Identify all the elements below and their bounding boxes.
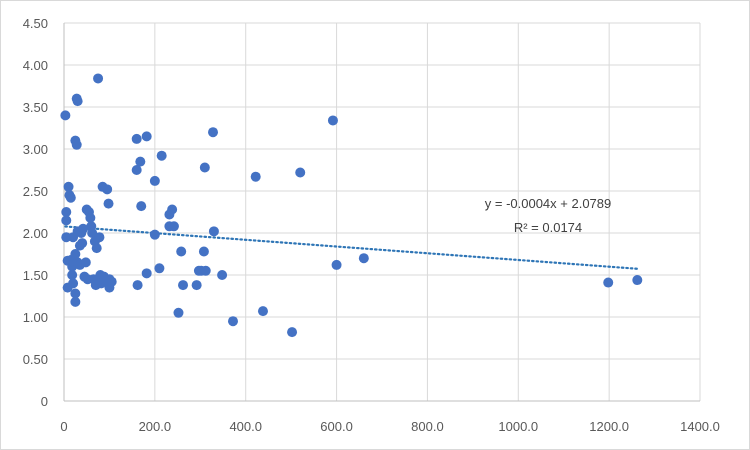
x-tick-labels: 0 200.0 400.0 600.0 800.0 1000.0 1200.0 1400.0: [60, 419, 720, 434]
data-point: [60, 110, 71, 121]
data-point: [141, 131, 152, 142]
data-point: [61, 215, 72, 226]
data-point: [91, 243, 102, 254]
x-tick-label: 800.0: [411, 419, 444, 434]
trendline-layer: [64, 225, 639, 270]
data-point: [65, 192, 76, 203]
data-point: [149, 175, 160, 186]
data-point: [68, 278, 79, 289]
data-point: [141, 268, 152, 279]
y-tick-labels: 0 0.50 1.00 1.50 2.00 2.50 3.00 3.50 4.00 4.50: [23, 16, 48, 409]
x-tick-label: 600.0: [320, 419, 353, 434]
axes: [63, 23, 700, 402]
data-point: [295, 167, 306, 178]
x-tick-label: 1400.0: [680, 419, 720, 434]
data-point: [87, 228, 98, 238]
points-layer: [60, 73, 643, 338]
y-tick-label: 3.00: [23, 142, 48, 157]
data-point: [70, 288, 81, 299]
data-point: [632, 275, 643, 286]
data-point: [198, 246, 209, 257]
y-tick-label: 2.00: [23, 226, 48, 241]
trendline: [64, 225, 639, 270]
data-point: [287, 327, 298, 338]
data-point: [63, 181, 74, 192]
data-point: [93, 73, 104, 84]
data-point: [173, 307, 184, 318]
data-point: [250, 171, 261, 182]
data-point: [136, 201, 147, 212]
x-tick-label: 200.0: [139, 419, 172, 434]
y-tick-label: 1.50: [23, 268, 48, 283]
data-point: [85, 212, 96, 223]
data-point: [70, 296, 81, 307]
trendline-equation: y = -0.0004x + 2.0789: [485, 196, 611, 211]
data-point: [176, 246, 187, 257]
data-point: [200, 265, 211, 276]
data-point: [67, 270, 78, 280]
data-point: [257, 306, 268, 317]
y-tick-label: 3.50: [23, 100, 48, 115]
x-tick-label: 1000.0: [498, 419, 538, 434]
data-point: [80, 257, 91, 268]
data-point: [208, 226, 219, 237]
data-point: [154, 263, 165, 274]
data-point: [156, 150, 167, 161]
data-point: [77, 238, 88, 249]
data-point: [208, 127, 219, 138]
data-point: [135, 156, 146, 167]
y-tick-label: 1.00: [23, 310, 48, 325]
data-point: [199, 162, 210, 173]
data-point: [70, 249, 81, 259]
x-tick-label: 400.0: [229, 419, 262, 434]
data-point: [78, 223, 89, 234]
x-tick-label: 0: [60, 419, 67, 434]
data-point: [327, 115, 338, 126]
y-tick-label: 0.50: [23, 352, 48, 367]
data-point: [168, 221, 179, 232]
data-point: [72, 96, 83, 107]
grid: [64, 22, 701, 401]
data-point: [131, 133, 142, 144]
trendline-r-squared: R² = 0.0174: [514, 220, 582, 235]
data-point: [106, 276, 117, 287]
data-point: [191, 280, 202, 291]
y-tick-label: 0: [41, 394, 48, 409]
data-point: [358, 253, 369, 264]
data-point: [167, 204, 178, 215]
data-point: [149, 229, 160, 240]
data-point: [331, 259, 342, 270]
data-point: [132, 280, 143, 291]
data-point: [603, 277, 614, 288]
x-tick-label: 1200.0: [589, 419, 629, 434]
y-tick-label: 4.00: [23, 58, 48, 73]
data-point: [61, 207, 72, 217]
data-point: [102, 184, 113, 195]
data-point: [131, 165, 142, 175]
y-tick-label: 2.50: [23, 184, 48, 199]
y-tick-label: 4.50: [23, 16, 48, 31]
data-point: [178, 280, 189, 291]
data-point: [217, 270, 228, 280]
data-point: [227, 316, 238, 327]
data-point: [94, 232, 105, 243]
data-point: [103, 198, 114, 209]
data-point: [71, 139, 82, 150]
